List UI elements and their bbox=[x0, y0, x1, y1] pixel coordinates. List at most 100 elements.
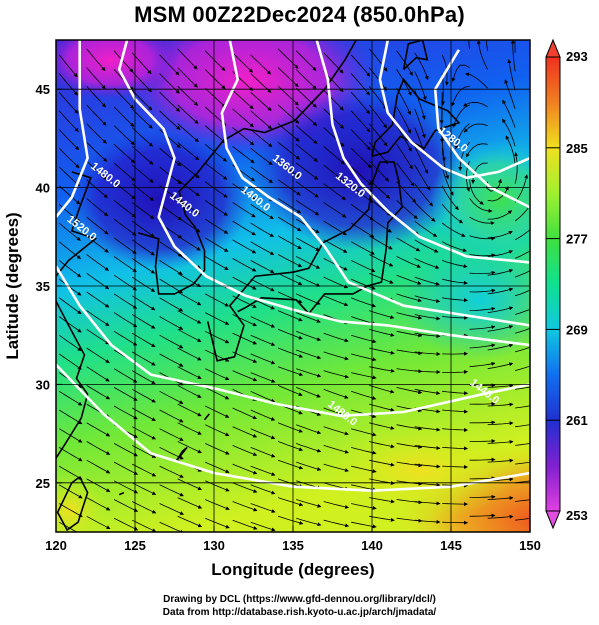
streamline bbox=[132, 445, 157, 458]
streamline bbox=[350, 185, 373, 204]
streamline bbox=[113, 87, 134, 109]
streamline bbox=[396, 293, 422, 303]
streamline bbox=[487, 439, 514, 444]
streamline bbox=[396, 162, 415, 187]
streamline bbox=[232, 127, 255, 146]
streamline bbox=[131, 351, 156, 366]
streamline bbox=[177, 141, 200, 161]
streamline bbox=[414, 202, 436, 222]
streamline bbox=[277, 328, 303, 340]
y-axis-title: Latitude (degrees) bbox=[3, 212, 22, 359]
streamline bbox=[295, 50, 317, 71]
streamline bbox=[487, 287, 514, 295]
streamline bbox=[277, 272, 303, 285]
streamline bbox=[131, 127, 154, 147]
map-title: MSM 00Z22Dec2024 (850.0hPa) bbox=[134, 2, 465, 27]
streamline bbox=[368, 160, 390, 182]
streamline bbox=[159, 465, 184, 478]
streamline bbox=[514, 40, 516, 53]
temperature-field bbox=[56, 40, 530, 532]
streamline bbox=[487, 231, 513, 239]
streamline bbox=[250, 147, 273, 166]
streamline bbox=[131, 258, 156, 274]
streamline bbox=[204, 50, 226, 71]
streamline bbox=[277, 235, 302, 250]
streamline bbox=[323, 164, 346, 183]
streamline bbox=[466, 143, 488, 158]
y-tick-label: 40 bbox=[36, 181, 50, 196]
streamline bbox=[250, 91, 272, 112]
streamline bbox=[442, 502, 469, 507]
streamline bbox=[232, 501, 258, 512]
streamline bbox=[58, 129, 80, 151]
streamline bbox=[58, 166, 80, 187]
streamline bbox=[250, 222, 274, 237]
coastline bbox=[402, 40, 429, 71]
streamline bbox=[277, 347, 304, 358]
streamline bbox=[277, 366, 304, 377]
streamline bbox=[113, 181, 136, 200]
streamline bbox=[250, 166, 274, 184]
x-tick-label: 135 bbox=[282, 538, 304, 553]
streamline bbox=[396, 312, 423, 320]
streamline bbox=[515, 461, 530, 465]
streamline bbox=[469, 494, 496, 499]
streamline bbox=[232, 145, 255, 164]
streamline bbox=[296, 517, 322, 527]
streamline bbox=[86, 328, 110, 345]
streamline bbox=[296, 274, 321, 287]
streamline bbox=[296, 330, 322, 341]
streamline bbox=[131, 202, 155, 219]
streamline bbox=[250, 372, 276, 383]
streamline bbox=[515, 424, 530, 428]
streamline bbox=[468, 40, 470, 49]
streamline bbox=[86, 235, 109, 253]
streamline bbox=[414, 370, 441, 375]
streamline bbox=[514, 308, 530, 315]
streamline bbox=[113, 256, 137, 273]
coastline bbox=[56, 171, 98, 460]
streamline bbox=[442, 297, 468, 303]
streamline bbox=[58, 353, 82, 370]
streamline bbox=[514, 270, 530, 278]
streamline bbox=[323, 463, 349, 472]
streamline bbox=[514, 204, 530, 222]
streamline bbox=[414, 295, 441, 303]
streamline bbox=[277, 310, 303, 322]
x-axis-title: Longitude (degrees) bbox=[211, 560, 374, 579]
streamline bbox=[131, 295, 156, 311]
streamline bbox=[113, 330, 138, 346]
streamline bbox=[396, 200, 418, 220]
streamline bbox=[277, 515, 304, 525]
streamline bbox=[277, 385, 303, 397]
streamline bbox=[350, 54, 371, 77]
streamline bbox=[58, 297, 82, 314]
streamline bbox=[505, 135, 516, 166]
streamline bbox=[277, 160, 301, 178]
streamline bbox=[442, 351, 469, 356]
streamline bbox=[441, 185, 459, 211]
streamline bbox=[350, 222, 375, 238]
streamline bbox=[131, 314, 156, 329]
streamline bbox=[469, 476, 496, 481]
streamline bbox=[277, 254, 303, 267]
streamline bbox=[487, 362, 514, 370]
streamline bbox=[250, 241, 275, 256]
streamline bbox=[113, 162, 136, 182]
streamline bbox=[250, 260, 275, 274]
streamline bbox=[451, 64, 470, 83]
streamline bbox=[232, 108, 254, 128]
streamline bbox=[414, 239, 439, 253]
streamline bbox=[205, 405, 230, 418]
streamline bbox=[469, 198, 493, 213]
streamline bbox=[177, 328, 202, 342]
x-axis-ticks: 120 125 130 135 140 145 150 bbox=[45, 526, 541, 553]
streamline bbox=[86, 216, 109, 235]
streamline bbox=[113, 312, 138, 328]
streamline bbox=[277, 422, 303, 433]
streamline bbox=[514, 365, 530, 371]
streamline bbox=[350, 203, 374, 221]
streamline bbox=[323, 145, 345, 165]
y-tick-label: 45 bbox=[36, 82, 50, 97]
streamline bbox=[350, 91, 371, 115]
